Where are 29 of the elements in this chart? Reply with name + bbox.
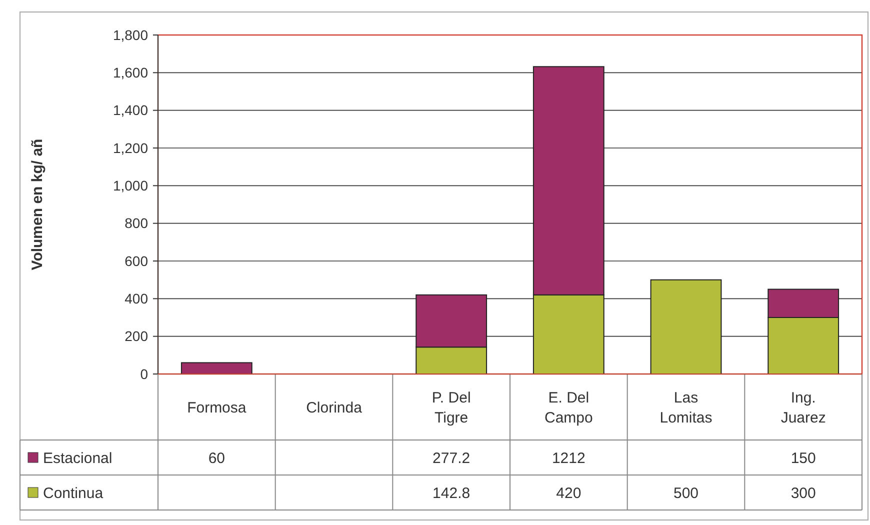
x-tick-label: Clorinda (306, 399, 363, 416)
data-label: 60 (208, 450, 226, 467)
y-tick-label: 200 (124, 328, 148, 344)
bar (650, 279, 722, 374)
data-label: 420 (556, 484, 582, 502)
x-tick-label: P. Del Tigre (432, 389, 471, 426)
y-tick-label: 1,200 (112, 140, 148, 156)
legend-label: Estacional (43, 450, 112, 467)
y-tick-label: 1,600 (112, 64, 148, 81)
data-label: 300 (790, 484, 816, 502)
y-tick-label: 1,800 (112, 26, 148, 43)
x-tick-label: Ing. Juarez (780, 389, 826, 426)
bar (180, 362, 252, 374)
data-label: 500 (673, 484, 699, 502)
data-label: 150 (790, 450, 816, 467)
y-tick-label: 400 (124, 290, 148, 307)
x-tick-label: E. Del Campo (544, 389, 593, 426)
y-axis-title: Volumen en kg/ añ (29, 138, 46, 270)
x-tick-label: Las Lomitas (660, 389, 712, 426)
data-label: 277.2 (432, 450, 470, 467)
legend-label: Continua (43, 484, 104, 502)
y-tick-label: 1,400 (112, 102, 148, 118)
data-label: 142.8 (432, 484, 470, 502)
y-tick-label: 800 (124, 215, 148, 232)
data-label: 1212 (552, 450, 586, 467)
y-tick-label: 600 (124, 252, 148, 269)
y-tick-label: 1,000 (112, 178, 148, 194)
y-tick-label: 0 (140, 366, 148, 382)
x-tick-label: Formosa (187, 399, 247, 416)
